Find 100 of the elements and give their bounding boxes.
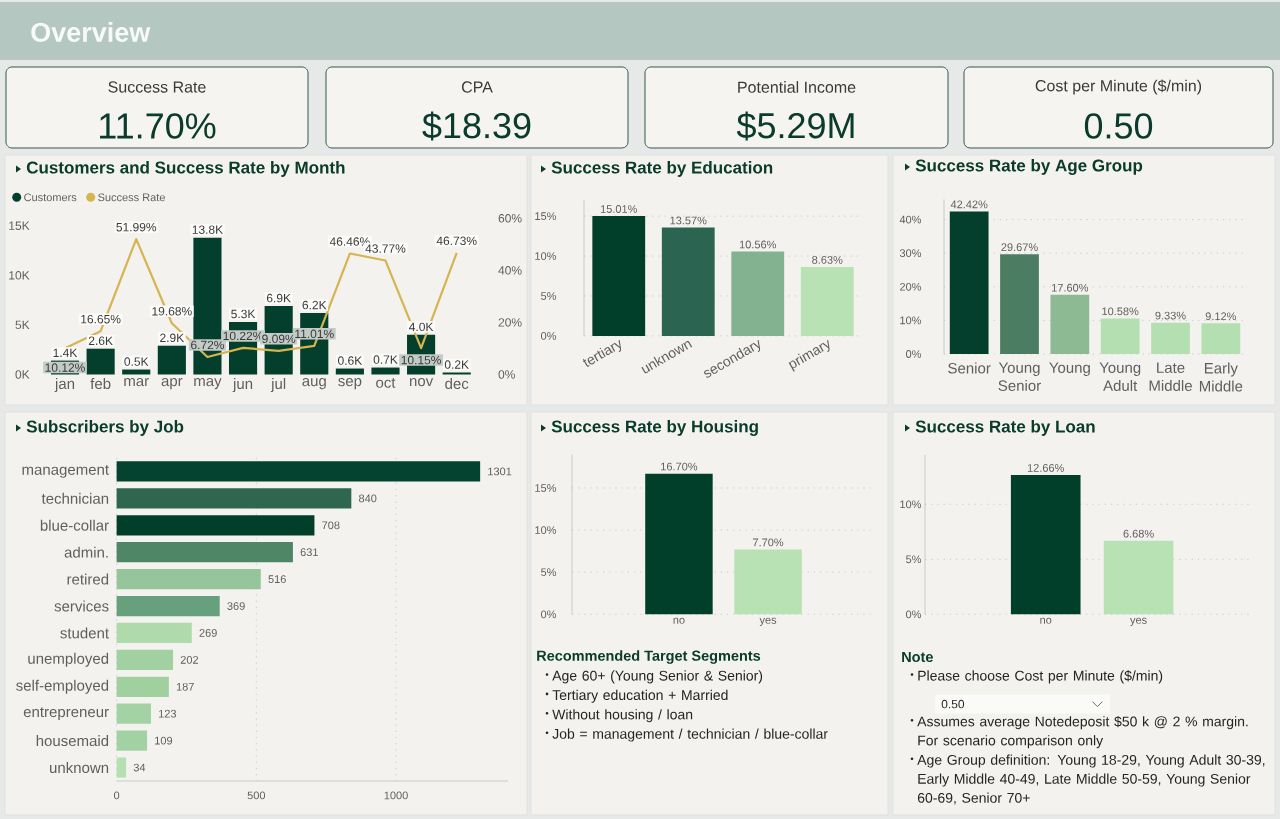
x-tick-label: may: [194, 378, 222, 390]
y-tick-label: 10%: [900, 316, 922, 325]
text: 0.50: [1084, 113, 1153, 139]
data-label: 34: [133, 763, 146, 772]
text: 11.70%: [100, 113, 216, 139]
x-tick-label: mar: [124, 378, 149, 387]
x-tick-label: dec: [445, 378, 469, 390]
data-label: 0.7K: [373, 355, 398, 364]
y-tick-label: 5%: [541, 568, 557, 577]
data-label: 10.56%: [739, 240, 776, 249]
data-label: 17.60%: [1052, 283, 1089, 292]
text: $18.39: [422, 111, 531, 141]
data-label: 516: [268, 575, 286, 584]
y-tick-label: 10%: [900, 500, 922, 509]
y-tick-label: 5K: [15, 320, 30, 330]
y-tick-label: blue-collar: [40, 519, 109, 531]
data-label: 7.70%: [753, 538, 784, 547]
category-label: Cost per Minute ($/min): [1035, 79, 1202, 95]
data-label: 123: [159, 709, 177, 718]
x-tick-label: 1000: [384, 791, 408, 800]
text: 0.50: [941, 699, 965, 709]
bar: [949, 211, 989, 354]
data-label: 13.8K: [192, 225, 223, 234]
data-label: 1.4K: [53, 348, 78, 357]
bar: [157, 345, 186, 375]
y-tick-label: 15K: [9, 221, 30, 230]
bar: [86, 348, 115, 375]
x-tick-label: jun: [232, 378, 253, 392]
y-tick-label: admin.: [64, 546, 108, 558]
y-tick-label: 15%: [535, 484, 557, 492]
y-tick-label: 10%: [535, 526, 557, 534]
x-tick-label: 0: [113, 791, 120, 800]
bar: [1050, 294, 1090, 354]
data-label: 6.68%: [1123, 529, 1154, 538]
bar: [116, 703, 151, 724]
data-label: 187: [176, 682, 194, 691]
x-tick-label: nov: [409, 378, 434, 387]
bar: [1151, 322, 1190, 354]
text: Without housing / loan: [552, 709, 693, 723]
y-tick-label: technician: [41, 492, 109, 504]
x-tick-label: 500: [247, 791, 266, 800]
legend-label: Success Rate: [98, 193, 165, 202]
data-label: 42.42%: [950, 200, 988, 209]
x-tick-label: aug: [302, 378, 326, 390]
chart-title: Success Rate by Education: [551, 161, 773, 177]
y-tick-label: 30%: [899, 249, 922, 258]
x-tick-label: sep: [338, 378, 362, 390]
x-tick-label: yes: [1130, 617, 1147, 627]
bar: [800, 267, 854, 336]
legend-label: Customers: [24, 193, 77, 202]
data-label: 12.66%: [1027, 464, 1064, 472]
bar: [116, 542, 293, 563]
y-tick-label: services: [54, 600, 109, 612]
data-label: 369: [227, 602, 245, 610]
x-tick-label: Late Middle: [1149, 362, 1192, 391]
data-label: 13.57%: [670, 216, 707, 225]
y-tick-label: 0%: [906, 350, 922, 358]
y2-tick-label: 40%: [498, 266, 522, 275]
chart-title: Subscribers by Job: [26, 420, 184, 436]
bar: [661, 227, 715, 336]
text: Recommended Target Segments: [537, 650, 761, 664]
data-label: 840: [359, 494, 377, 503]
y2-tick-label: 20%: [498, 318, 522, 327]
y-tick-label: 40%: [899, 215, 922, 224]
x-tick-label: Senior: [948, 362, 991, 374]
bar: [116, 515, 315, 536]
data-label: 202: [180, 655, 199, 664]
text: Age 60+ (Young Senior & Senior): [552, 670, 763, 684]
bar: [116, 595, 220, 617]
data-label: 5.3K: [231, 309, 256, 319]
y-tick-label: 10%: [535, 252, 557, 260]
bar: [116, 622, 192, 644]
text: Job = management / technician / blue-collar: [552, 728, 828, 742]
data-label: 11.01%: [295, 329, 334, 339]
text: Tertiary education + Married: [552, 689, 728, 703]
data-label: 10.15%: [401, 355, 442, 365]
x-tick-label: no: [1040, 617, 1052, 624]
data-label: 16.65%: [81, 314, 121, 324]
bar: [1100, 318, 1140, 354]
y2-tick-label: 60%: [498, 214, 522, 223]
text: Overview: [31, 22, 151, 42]
data-label: 9.09%: [262, 334, 296, 344]
text: Note: [902, 651, 933, 663]
x-tick-label: feb: [90, 378, 111, 390]
x-tick-label: jan: [54, 378, 75, 392]
data-label: 0.5K: [124, 357, 149, 366]
chart-title: Success Rate by Housing: [551, 420, 758, 436]
data-label: 6.2K: [302, 300, 327, 310]
text: Assumes average Notedeposit $50 k @ 2 % margin. For scenario comparison only: [917, 715, 1248, 749]
x-tick-label: no: [673, 617, 685, 624]
x-tick-label: Young Adult: [1099, 362, 1141, 391]
data-label: 269: [199, 629, 217, 637]
x-tick-label: Young: [1049, 362, 1090, 376]
data-label: 10.58%: [1102, 307, 1139, 316]
data-label: 9.33%: [1155, 311, 1186, 320]
y-tick-label: 15%: [535, 212, 557, 221]
data-label: 4.0K: [409, 322, 434, 332]
x-tick-label: Young Senior: [998, 362, 1041, 391]
y-tick-label: student: [60, 627, 109, 639]
y-tick-label: entrepreneur: [23, 707, 109, 721]
